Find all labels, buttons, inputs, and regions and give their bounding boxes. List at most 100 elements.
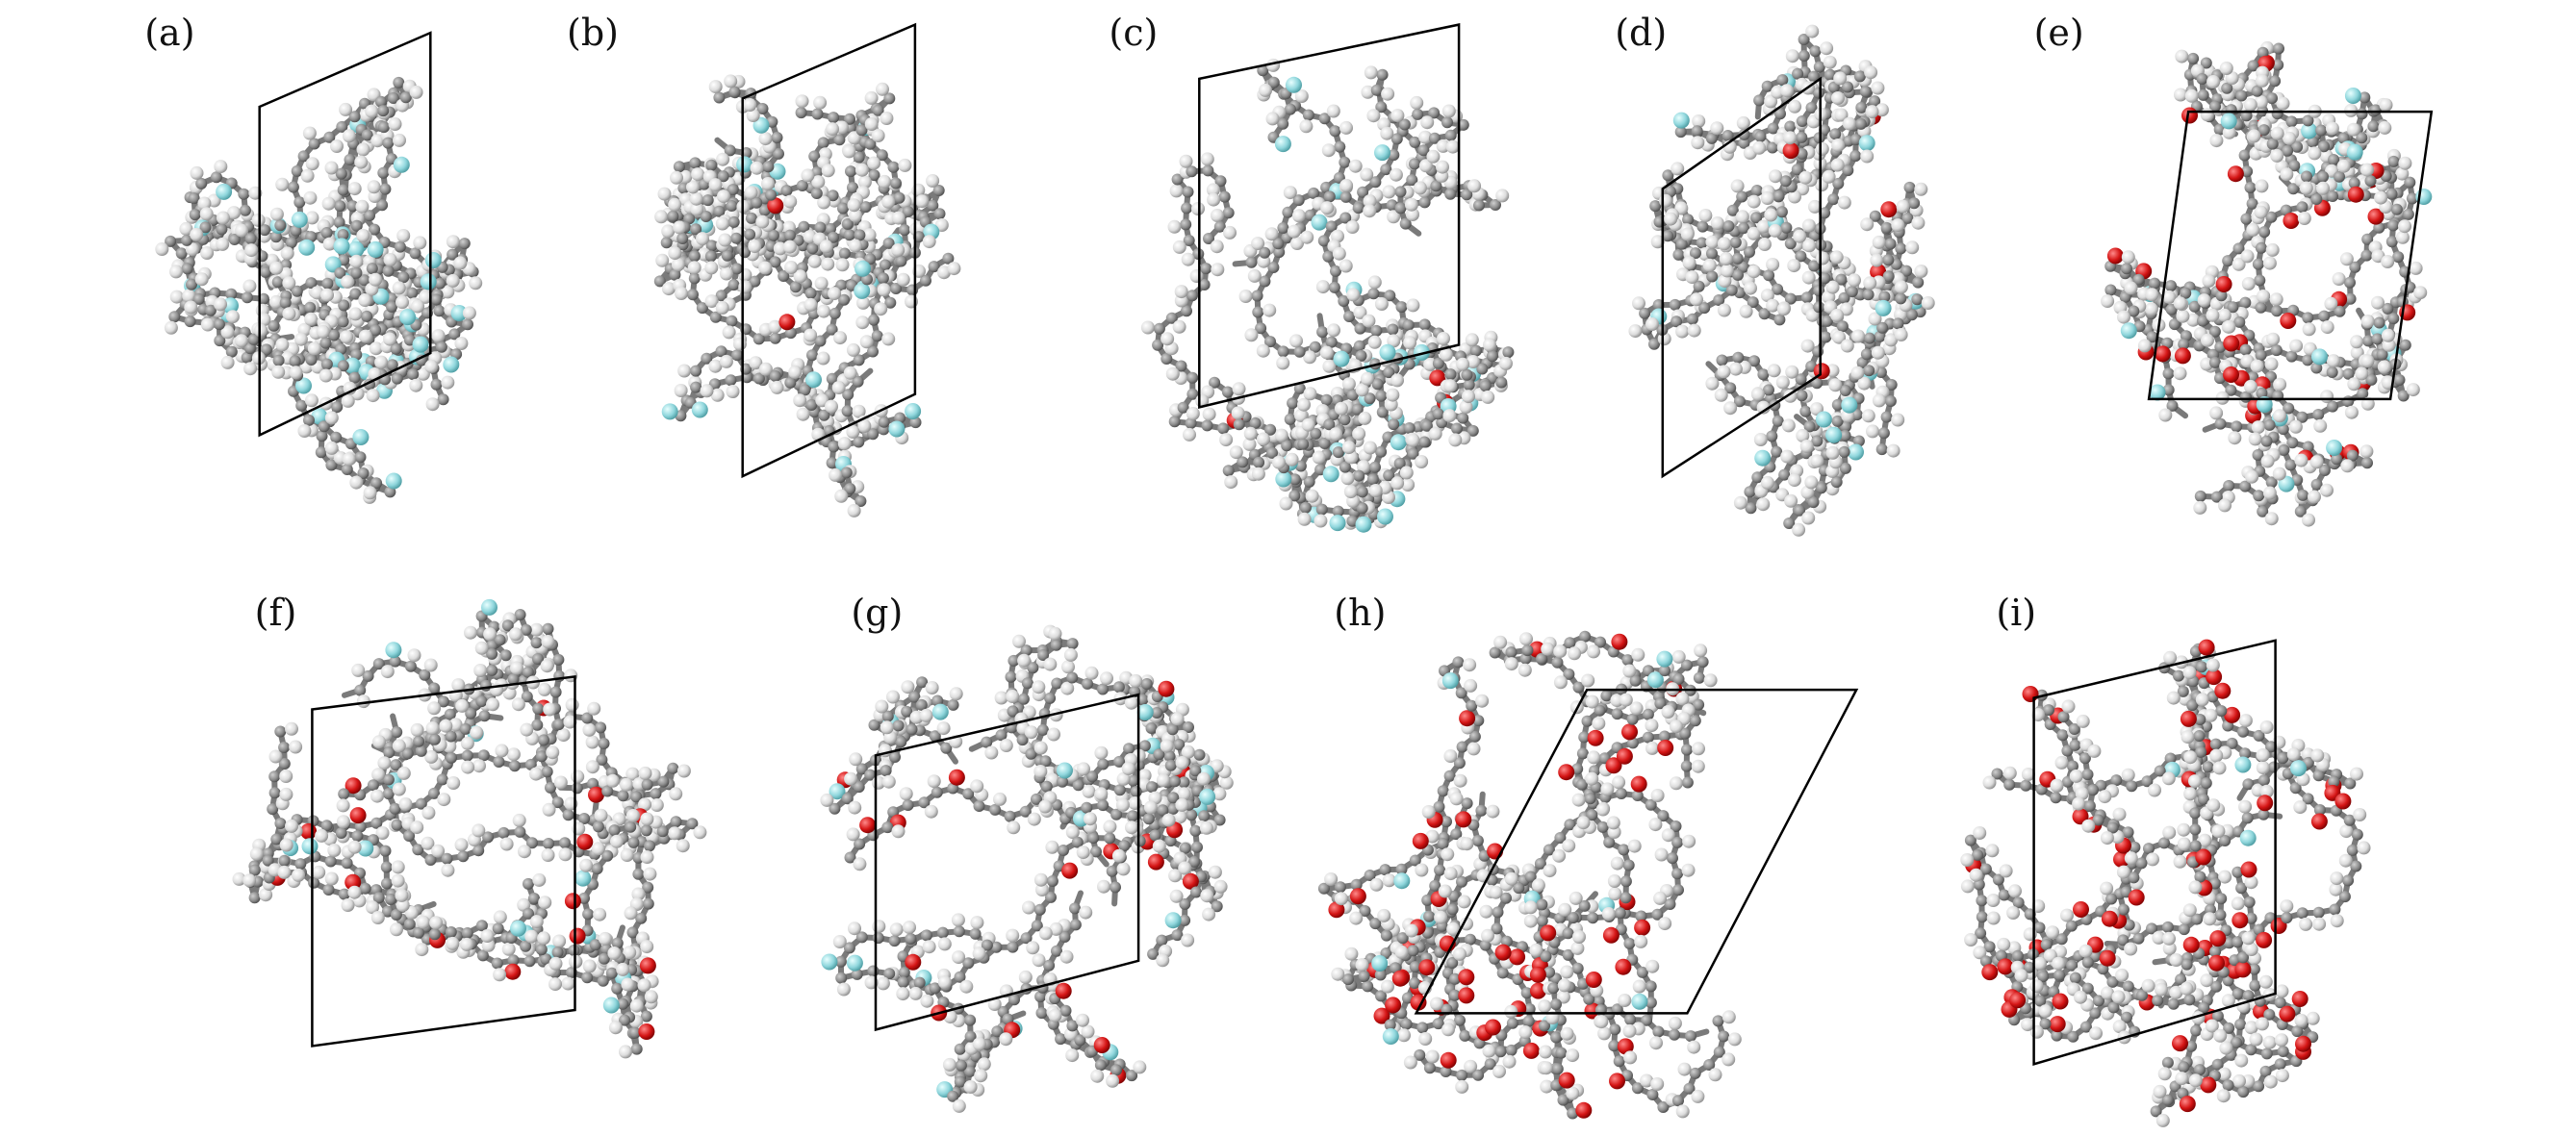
- atom: [1451, 422, 1463, 435]
- atom: [214, 335, 226, 347]
- atom: [377, 166, 390, 179]
- atom: [765, 189, 778, 201]
- atom: [390, 342, 402, 355]
- atom: [399, 91, 412, 104]
- atom: [1186, 290, 1198, 302]
- atom: [1754, 130, 1767, 142]
- atom: [1274, 428, 1288, 442]
- cell-box: [258, 31, 432, 438]
- atom: [338, 299, 350, 312]
- atom: [1804, 475, 1819, 490]
- atom: [1815, 141, 1829, 156]
- molecule: [155, 76, 483, 504]
- atom: [271, 276, 284, 289]
- atom: [1766, 258, 1780, 271]
- atom: [1329, 515, 1346, 532]
- atom: [199, 207, 214, 221]
- atom: [1831, 91, 1845, 105]
- atom: [1386, 388, 1400, 402]
- atom: [350, 266, 363, 279]
- atom: [323, 131, 336, 143]
- atom: [1426, 149, 1441, 164]
- atom: [411, 299, 425, 314]
- atom: [1728, 362, 1743, 376]
- atom: [293, 332, 308, 346]
- atom: [856, 295, 870, 310]
- atom: [358, 329, 372, 343]
- atom: [1370, 324, 1383, 337]
- atom: [342, 129, 356, 143]
- atom: [854, 260, 871, 277]
- atoms: [653, 74, 961, 518]
- atom: [367, 180, 381, 194]
- atom: [235, 223, 249, 238]
- atom: [370, 324, 382, 337]
- atom: [867, 345, 879, 358]
- atom: [1851, 329, 1866, 343]
- atom: [761, 177, 775, 190]
- atom: [1820, 41, 1834, 56]
- atom: [1286, 76, 1302, 93]
- atom: [1339, 156, 1351, 168]
- atom: [842, 144, 856, 159]
- atom: [1251, 237, 1265, 251]
- atom: [1848, 273, 1861, 288]
- atom: [469, 276, 483, 290]
- atom: [259, 265, 271, 278]
- atom: [688, 250, 701, 263]
- atom: [1837, 195, 1851, 210]
- atom: [409, 378, 423, 392]
- atom: [1456, 357, 1470, 371]
- atom: [302, 126, 317, 140]
- atom: [376, 199, 389, 212]
- atom: [1502, 346, 1515, 359]
- atom: [1877, 427, 1890, 440]
- atom: [1277, 345, 1289, 358]
- atom: [696, 232, 709, 246]
- atom: [1233, 418, 1245, 431]
- atom: [803, 297, 818, 312]
- atom: [1896, 199, 1910, 214]
- atom: [227, 206, 242, 220]
- atom: [1229, 445, 1243, 460]
- atom: [259, 224, 270, 237]
- atom: [242, 279, 257, 293]
- atom: [743, 98, 757, 112]
- atom: [1499, 356, 1513, 370]
- atom: [783, 229, 796, 241]
- atom: [1217, 422, 1230, 435]
- atom: [1323, 190, 1336, 203]
- atom: [1872, 235, 1886, 249]
- atom: [847, 503, 861, 518]
- atom: [350, 219, 363, 232]
- atom: [1388, 418, 1400, 431]
- atom: [719, 354, 733, 368]
- atom: [324, 411, 339, 425]
- atom: [1891, 218, 1905, 233]
- atom: [188, 192, 200, 205]
- atom: [337, 360, 349, 372]
- atom: [1443, 379, 1458, 393]
- atom: [425, 397, 440, 412]
- atom: [186, 278, 197, 290]
- atom: [687, 289, 699, 301]
- atom: [1686, 313, 1698, 325]
- atom: [888, 420, 905, 438]
- atom: [1180, 218, 1192, 231]
- atom: [341, 464, 353, 475]
- atom: [881, 332, 896, 346]
- atom: [199, 221, 212, 234]
- atom: [369, 223, 381, 236]
- atom: [1903, 181, 1916, 193]
- atom: [1787, 259, 1801, 273]
- atom: [319, 368, 333, 383]
- atom: [195, 177, 208, 189]
- atom: [821, 257, 835, 271]
- atom: [382, 265, 395, 277]
- atom: [316, 324, 330, 339]
- atom: [358, 274, 370, 287]
- atom: [1379, 343, 1396, 361]
- atom: [1825, 426, 1843, 443]
- atom: [179, 221, 193, 236]
- atom: [1285, 452, 1299, 467]
